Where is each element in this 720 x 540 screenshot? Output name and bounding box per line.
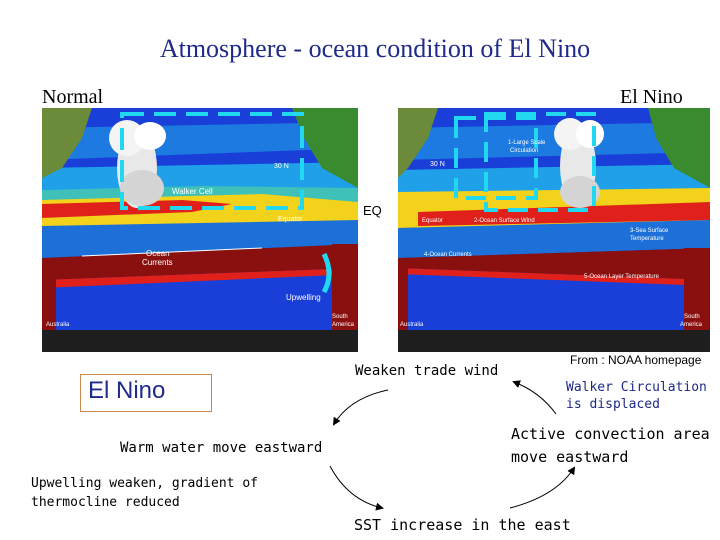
convection-cloud-icon: [554, 118, 604, 208]
south-america-wall: [332, 244, 358, 330]
page-title: Atmosphere - ocean condition of El Nino: [159, 34, 591, 63]
lat-label: 30 N: [430, 161, 445, 168]
cycle-weaken-trade-wind: Weaken trade wind: [355, 363, 499, 379]
south-label: South: [684, 314, 700, 320]
upwelling-arrow: [321, 252, 332, 294]
circulation-label: Circulation: [510, 148, 538, 154]
cycle-upwelling-line-1: Upwelling weaken, gradient of: [31, 476, 258, 491]
convection-cloud-icon: [109, 120, 166, 208]
ocean-currents-label: 4-Ocean Currents: [424, 252, 472, 258]
upwelling-label: Upwelling: [286, 293, 321, 302]
arrow-sst-to-active: [509, 466, 576, 509]
asia-land: [398, 108, 438, 178]
south-america-wall: [684, 248, 710, 330]
ocean-label: Ocean: [146, 249, 170, 258]
large-scale-label: 1-Large Scale: [508, 140, 546, 146]
equator-label: Equator: [422, 218, 443, 224]
normal-conditions-diagram: 30 N Walker Cell Equator Ocean Currents …: [42, 108, 358, 352]
arrow-weaken-to-warm: [332, 389, 389, 426]
cycle-active-line-2: move eastward: [511, 448, 629, 466]
el-nino-box: El Nino: [80, 374, 212, 412]
australia-wall: [398, 258, 408, 330]
walker-displaced-note: Walker Circulation is displaced: [566, 380, 707, 412]
walker-cell-label: Walker Cell: [172, 187, 213, 196]
america-label: America: [332, 322, 355, 328]
arrow-upwell-to-sst: [329, 465, 384, 511]
cycle-upwelling: Upwelling weaken, gradient of thermoclin…: [31, 474, 258, 512]
el-nino-label: El Nino: [620, 86, 683, 108]
source-credit: From : NOAA homepage: [570, 353, 702, 367]
cycle-warm-water: Warm water move eastward: [120, 440, 323, 456]
sst-label: 3-Sea Surface: [630, 228, 669, 234]
temperature-label: Temperature: [630, 236, 664, 242]
cycle-active-convection: Active convection area move eastward: [511, 423, 710, 469]
australia-wall: [42, 258, 56, 330]
cycle-upwelling-line-2: thermocline reduced: [31, 495, 180, 510]
asia-land: [42, 108, 92, 178]
arrow-active-to-weaken: [512, 380, 557, 415]
north-america-land: [648, 108, 710, 188]
walker-cell-east-loop: [484, 112, 596, 212]
el-nino-conditions-diagram: 1-Large Scale Circulation 30 N Equator 2…: [398, 108, 710, 352]
eq-label: EQ: [363, 203, 382, 218]
walker-cell-loop: [120, 112, 304, 210]
warm-anomaly: [418, 202, 710, 226]
normal-label: Normal: [42, 86, 104, 108]
north-america-land: [292, 108, 358, 188]
america-label: America: [680, 322, 703, 328]
thermocline-label: 5-Ocean Layer Temperature: [584, 274, 660, 280]
warm-pool: [42, 200, 232, 218]
equator-label: Equator: [278, 216, 303, 223]
walker-cell-west-loop: [454, 116, 538, 200]
south-label: South: [332, 314, 348, 320]
cycle-active-line-1: Active convection area: [511, 425, 710, 443]
surface-wind-label: 2-Ocean Surface Wind: [474, 218, 535, 224]
cycle-sst-increase: SST increase in the east: [354, 516, 571, 534]
australia-label: Australia: [46, 322, 70, 328]
lat-label: 30 N: [274, 163, 289, 170]
australia-label: Australia: [400, 322, 424, 328]
currents-label: Currents: [142, 258, 173, 267]
